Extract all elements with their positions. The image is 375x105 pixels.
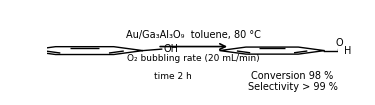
Text: H: H <box>344 46 351 56</box>
Text: O₂ bubbling rate (20 mL/min): O₂ bubbling rate (20 mL/min) <box>128 54 260 63</box>
Text: OH: OH <box>163 44 178 54</box>
Text: Selectivity > 99 %: Selectivity > 99 % <box>248 82 338 92</box>
Text: Conversion 98 %: Conversion 98 % <box>251 71 334 81</box>
Text: time 2 h: time 2 h <box>154 72 192 81</box>
Text: Au/Ga₃Al₃O₉  toluene, 80 °C: Au/Ga₃Al₃O₉ toluene, 80 °C <box>126 30 261 40</box>
Text: O: O <box>335 38 343 48</box>
